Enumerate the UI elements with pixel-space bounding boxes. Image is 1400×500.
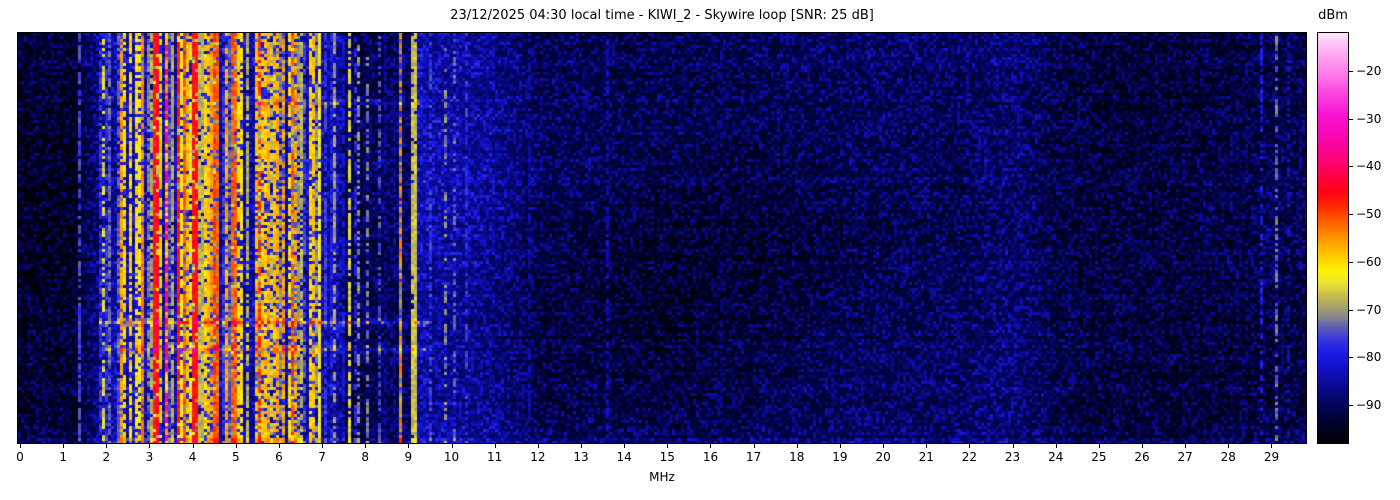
- x-axis-tick: [1142, 444, 1143, 448]
- x-axis-tick: [1271, 444, 1273, 448]
- colorbar-tick: [1349, 166, 1353, 167]
- x-axis-tick: [710, 444, 712, 448]
- x-axis-tick-label: 7: [318, 450, 326, 464]
- x-axis-tick-label: 19: [832, 450, 848, 464]
- x-axis-tick-label: 1: [59, 450, 67, 464]
- colorbar: [1317, 32, 1349, 444]
- x-axis-tick-label: 8: [361, 450, 370, 464]
- x-axis-tick: [1185, 444, 1187, 448]
- x-axis-tick-label: 9: [404, 450, 413, 464]
- x-axis-tick: [1098, 444, 1100, 448]
- x-axis-tick-label: 2: [102, 450, 111, 464]
- colorbar-tick: [1349, 357, 1353, 358]
- x-axis-tick: [883, 444, 885, 448]
- x-axis-tick-label: 16: [702, 450, 719, 464]
- colorbar-tick: [1349, 71, 1353, 72]
- spectrogram-canvas: [18, 33, 1306, 443]
- colorbar-tick: [1349, 405, 1353, 406]
- x-axis-tick: [1012, 444, 1014, 448]
- x-axis-tick: [839, 444, 841, 448]
- colorbar-tick-label: −90: [1356, 398, 1382, 412]
- x-axis-tick-label: 14: [616, 450, 632, 464]
- x-axis-tick-label: 3: [145, 450, 154, 464]
- colorbar-canvas: [1318, 33, 1348, 443]
- x-axis-tick: [926, 444, 928, 448]
- colorbar-tick-label: −20: [1356, 64, 1382, 78]
- x-axis-tick: [581, 444, 582, 448]
- x-axis-tick: [149, 444, 151, 448]
- x-axis-tick: [192, 444, 194, 448]
- x-axis-tick: [278, 444, 280, 448]
- x-axis-tick: [494, 444, 496, 448]
- x-axis-tick: [322, 444, 324, 448]
- x-axis-tick-label: 22: [961, 450, 978, 464]
- x-axis-tick: [796, 444, 798, 448]
- x-axis-tick-label: 29: [1263, 450, 1280, 464]
- plot-area: [17, 32, 1307, 444]
- colorbar-tick-label: −80: [1356, 350, 1382, 364]
- x-axis-tick: [63, 444, 65, 448]
- x-axis-tick-label: 27: [1177, 450, 1193, 464]
- x-axis-tick-label: 12: [530, 450, 546, 464]
- x-axis-unit-label: MHz: [649, 470, 675, 484]
- x-axis-tick: [1055, 444, 1057, 448]
- x-axis-tick: [408, 444, 410, 448]
- x-axis-tick: [969, 444, 971, 448]
- colorbar-tick-label: −60: [1356, 255, 1382, 269]
- x-axis-tick: [451, 444, 453, 448]
- colorbar-tick-label: −40: [1356, 159, 1382, 173]
- colorbar-tick: [1349, 119, 1353, 120]
- colorbar-tick-label: −70: [1356, 303, 1382, 317]
- x-axis-tick: [20, 444, 21, 448]
- colorbar-tick: [1349, 214, 1353, 215]
- x-axis-tick-label: 28: [1220, 450, 1236, 464]
- x-axis-tick: [667, 444, 669, 448]
- colorbar-tick-label: −50: [1356, 207, 1382, 221]
- colorbar-tick: [1349, 262, 1353, 263]
- x-axis-tick-label: 11: [487, 450, 503, 464]
- x-axis-tick-label: 5: [231, 450, 240, 464]
- x-axis-tick: [537, 444, 539, 448]
- x-axis-tick-label: 18: [789, 450, 805, 464]
- x-axis-tick-label: 0: [16, 450, 24, 464]
- x-axis-tick-label: 15: [659, 450, 675, 464]
- colorbar-tick-label: −30: [1356, 112, 1382, 126]
- x-axis-tick: [235, 444, 237, 448]
- x-axis-tick-label: 17: [745, 450, 762, 464]
- x-axis-tick-label: 24: [1048, 450, 1064, 464]
- x-axis-tick: [624, 444, 626, 448]
- colorbar-unit-label: dBm: [1318, 8, 1348, 23]
- x-axis-tick: [365, 444, 367, 448]
- x-axis-tick-label: 13: [573, 450, 589, 464]
- x-axis-tick-label: 21: [918, 450, 934, 464]
- x-axis-tick: [106, 444, 108, 448]
- x-axis-tick-label: 4: [188, 450, 197, 464]
- x-axis-tick-label: 26: [1134, 450, 1150, 464]
- x-axis-tick-label: 10: [443, 450, 460, 464]
- page-title: 23/12/2025 04:30 local time - KIWI_2 - S…: [450, 8, 874, 23]
- x-axis-tick: [1228, 444, 1230, 448]
- x-axis-tick-label: 20: [875, 450, 891, 464]
- x-axis-tick-label: 23: [1004, 450, 1021, 464]
- x-axis-tick: [753, 444, 755, 448]
- colorbar-tick: [1349, 310, 1353, 311]
- x-axis-tick-label: 6: [275, 450, 283, 464]
- x-axis-tick-label: 25: [1091, 450, 1107, 464]
